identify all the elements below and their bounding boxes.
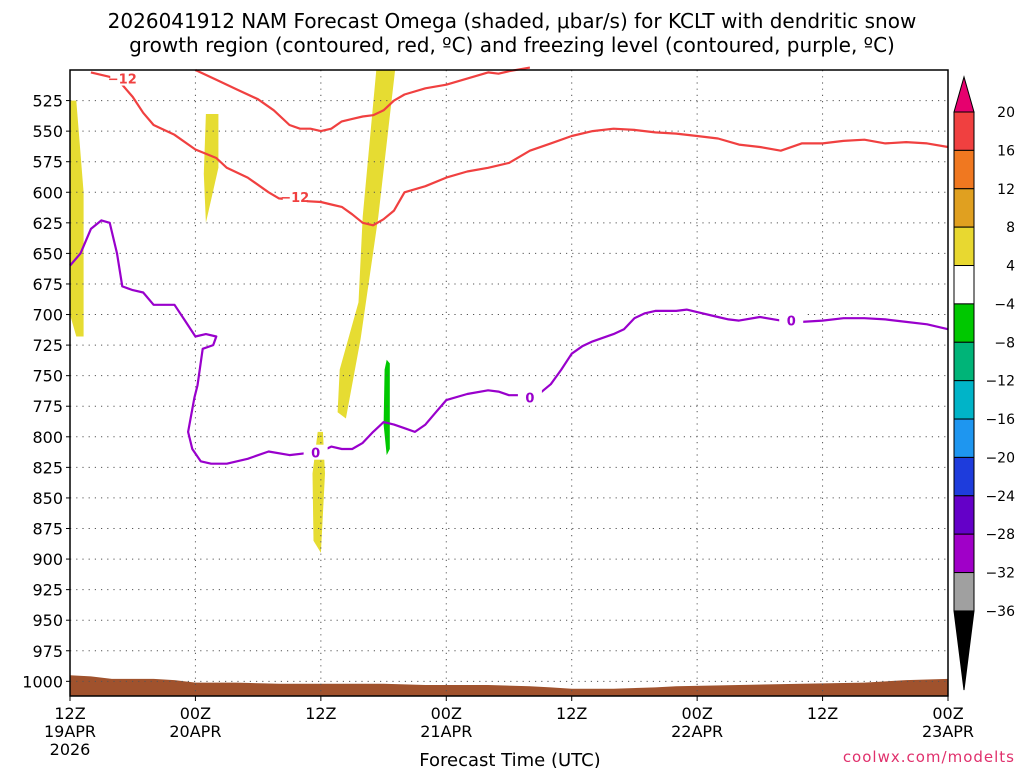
- x-tick-label-7: 00Z: [932, 704, 963, 723]
- y-tick-label-775: 775: [32, 397, 63, 416]
- omega-shade-region-1: [203, 114, 219, 223]
- x-tick-label-6: 12Z: [807, 704, 838, 723]
- colorbar-top-arrow: [953, 75, 975, 113]
- y-tick-label-600: 600: [32, 183, 63, 202]
- colorbar-label-5: −4: [994, 297, 1015, 313]
- dendritic-contour-label-0-0: −12: [108, 73, 137, 88]
- colorbar-segment-6: [953, 341, 975, 382]
- colorbar-label-9: −20: [985, 450, 1015, 466]
- colorbar-label-12: −32: [985, 566, 1015, 582]
- colorbar-label-10: −24: [985, 489, 1015, 505]
- freezing-contour-label-bg-0-0: [303, 444, 328, 460]
- colorbar-segment-12: [953, 572, 975, 612]
- x-tick-label-2: 12Z: [305, 704, 336, 723]
- y-tick-label-850: 850: [32, 489, 63, 508]
- y-tick-label-725: 725: [32, 336, 63, 355]
- freezing-contour-label-0-1: 0: [525, 392, 534, 407]
- freezing-contour-label-bg-0-1: [517, 389, 542, 405]
- surface-terrain: [70, 675, 948, 696]
- y-tick-label-975: 975: [32, 642, 63, 661]
- colorbar-label-3: 8: [1006, 220, 1015, 236]
- x-tick-label-3: 00Z: [431, 704, 462, 723]
- dendritic-contour-line-1: [194, 66, 531, 133]
- y-tick-label-750: 750: [32, 367, 63, 386]
- x-tick-label-0: 12Z: [54, 704, 85, 723]
- y-tick-label-575: 575: [32, 153, 63, 172]
- colorbar-segment-2: [953, 188, 975, 228]
- y-tick-label-650: 650: [32, 244, 63, 263]
- freezing-contour-line-0: [69, 219, 949, 465]
- colorbar-segment-5: [953, 303, 975, 343]
- colorbar-label-8: −16: [985, 412, 1015, 428]
- x-tick-label-1: 00Z: [180, 704, 211, 723]
- colorbar-label-6: −8: [994, 335, 1015, 351]
- y-tick-label-875: 875: [32, 519, 63, 538]
- colorbar-segment-8: [953, 418, 975, 458]
- dendritic-contour-line-0: [90, 71, 949, 227]
- terrain-layer: [70, 675, 948, 696]
- omega-shade-region-0: [70, 100, 84, 337]
- chart-title-line-2: growth region (contoured, red, ºC) and f…: [129, 33, 895, 57]
- x-tick-label-5: 00Z: [681, 704, 712, 723]
- omega-shade-region-4: [383, 359, 390, 456]
- plot-area: −12 −12 0 0 0: [69, 66, 949, 697]
- omega-shading-layer: [70, 70, 396, 553]
- colorbar-segment-9: [953, 456, 975, 497]
- y-tick-label-525: 525: [32, 92, 63, 111]
- contour-layer: −12 −12 0 0 0: [69, 66, 949, 465]
- chart-title-line-1: 2026041912 NAM Forecast Omega (shaded, μ…: [108, 9, 917, 33]
- x-tick-date-1: 20APR: [169, 722, 221, 741]
- colorbar-label-13: −36: [985, 604, 1015, 620]
- x-axis-label: Forecast Time (UTC): [419, 750, 600, 768]
- y-tick-label-625: 625: [32, 214, 63, 233]
- credit-text: coolwx.com/modelts: [843, 748, 1015, 766]
- y-tick-label-900: 900: [32, 550, 63, 569]
- colorbar-label-7: −12: [985, 374, 1015, 390]
- freezing-contour-label-0-0: 0: [311, 447, 320, 462]
- y-tick-label-700: 700: [32, 306, 63, 325]
- x-tick-date-3: 21APR: [420, 722, 472, 741]
- colorbar-segment-4: [953, 265, 975, 305]
- colorbar-label-0: 20: [997, 105, 1015, 121]
- dendritic-contour-label-bg-0-0: [110, 70, 135, 86]
- y-axis-ticks: 525 550 575 600 625 650 675 700 725 750 775 800 825 8…: [22, 92, 70, 691]
- y-tick-label-550: 550: [32, 122, 63, 141]
- dendritic-contour-label-bg-1-0: [282, 189, 307, 205]
- colorbar: 20 16 12 8 4 −4 −8 −12 −16 −20 −24 −28 −32 −36: [953, 75, 1015, 691]
- colorbar-label-1: 16: [997, 143, 1015, 159]
- x-tick-label-4: 12Z: [556, 704, 587, 723]
- colorbar-bottom-arrow: [953, 610, 975, 691]
- freezing-contour-label-0-2: 0: [787, 315, 796, 330]
- colorbar-segment-10: [953, 495, 975, 535]
- plot-frame: [69, 69, 949, 697]
- y-tick-label-1000: 1000: [22, 672, 63, 691]
- y-tick-label-800: 800: [32, 428, 63, 447]
- colorbar-label-4: 4: [1006, 259, 1015, 275]
- y-tick-label-925: 925: [32, 581, 63, 600]
- y-tick-label-675: 675: [32, 275, 63, 294]
- dendritic-contour-label-1-0: −12: [280, 191, 309, 206]
- x-tick-year-0: 2026: [50, 740, 91, 759]
- colorbar-segment-1: [953, 149, 975, 190]
- omega-shade-region-3: [312, 431, 325, 553]
- colorbar-segment-0: [953, 111, 975, 151]
- y-tick-label-950: 950: [32, 611, 63, 630]
- x-tick-date-5: 22APR: [671, 722, 723, 741]
- colorbar-label-11: −28: [985, 527, 1015, 543]
- x-tick-date-7: 23APR: [922, 722, 974, 741]
- freezing-contour-label-bg-0-2: [779, 312, 804, 328]
- omega-shade-region-2: [337, 70, 396, 419]
- colorbar-segment-7: [953, 380, 975, 420]
- colorbar-segment-3: [953, 226, 975, 267]
- colorbar-segment-11: [953, 533, 975, 574]
- y-tick-label-825: 825: [32, 458, 63, 477]
- x-tick-date-0: 19APR: [44, 722, 96, 741]
- colorbar-label-2: 12: [997, 182, 1015, 198]
